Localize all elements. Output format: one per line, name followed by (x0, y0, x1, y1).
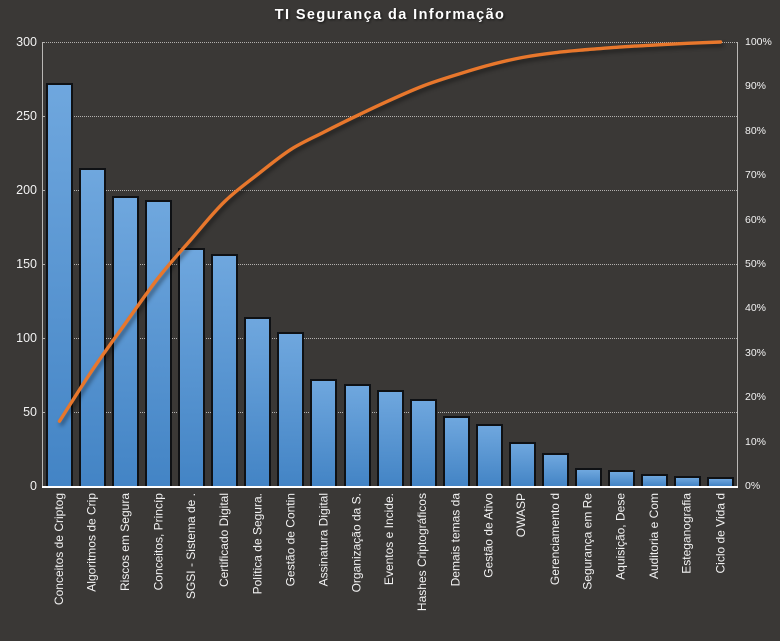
bar[interactable] (541, 453, 569, 486)
x-axis-label: Riscos em Segura (118, 493, 133, 592)
bar[interactable] (574, 468, 602, 486)
y-axis-label-right: 90% (745, 80, 767, 93)
bar[interactable] (277, 332, 305, 486)
cumulative-line[interactable] (57, 40, 723, 423)
bar[interactable] (376, 389, 404, 486)
x-axis-label: Conceitos de Criptog (52, 493, 66, 606)
y-axis-label-right: 0% (745, 480, 761, 492)
gridline (43, 338, 737, 339)
bar[interactable] (508, 441, 536, 486)
bar[interactable] (145, 200, 173, 486)
left-axis-line (42, 42, 43, 486)
x-axis-label: Algoritmos de Crip (85, 493, 100, 592)
y-axis-label-left: 100 (16, 331, 37, 345)
plot-area (43, 40, 737, 486)
cumulative-line-layer (57, 40, 723, 423)
x-axis-label: OWASP (514, 493, 529, 538)
y-axis-label-right: 40% (745, 302, 767, 315)
bar[interactable] (442, 416, 470, 486)
y-axis-label-left: 300 (16, 35, 37, 49)
x-axis-label: Assinatura Digital (316, 493, 331, 587)
y-axis-label-right: 100% (745, 36, 772, 48)
right-axis-line (737, 42, 738, 486)
y-axis-label-left: 200 (16, 183, 37, 197)
x-axis-label: Ciclo de Vida d (713, 493, 727, 574)
x-axis-label: Política de Segura. (250, 493, 265, 595)
x-axis-label: Segurança em Re (580, 493, 595, 590)
x-axis-label: Hashes Criptográficos (415, 493, 430, 612)
bar[interactable] (343, 383, 371, 486)
bar[interactable] (607, 469, 635, 486)
gridline (43, 264, 737, 265)
x-axis-label: SGSI - Sistema de . (184, 493, 199, 600)
y-axis-label-right: 80% (745, 124, 767, 137)
bar[interactable] (310, 379, 338, 486)
y-axis-label-left: 150 (16, 257, 37, 271)
bar[interactable] (673, 475, 701, 486)
bar[interactable] (475, 423, 503, 486)
x-axis-label: Eventos e Incide. (382, 493, 397, 586)
y-axis-label-right: 30% (745, 346, 767, 359)
y-axis-label-left: 250 (16, 109, 37, 123)
bar[interactable] (211, 253, 239, 486)
y-axis-label-right: 20% (745, 391, 767, 404)
bar[interactable] (79, 167, 107, 486)
x-axis-label: Auditoria e Com (646, 493, 661, 580)
x-axis-label: Esteganografia (679, 493, 694, 574)
x-axis-label: Aquisição, Dese (613, 493, 628, 580)
gridline (43, 116, 737, 117)
x-axis-label: Gestão de Ativo (481, 493, 496, 578)
y-axis-label-left: 0 (30, 479, 37, 493)
bar[interactable] (409, 398, 437, 486)
y-axis-label-right: 10% (745, 435, 767, 448)
y-axis-label-right: 50% (745, 258, 767, 270)
x-axis-label: Demais temas da (448, 493, 463, 587)
x-axis-label: Organização da S. (349, 493, 364, 593)
x-axis-baseline (42, 486, 738, 488)
bar[interactable] (244, 317, 272, 486)
gridline (43, 190, 737, 191)
y-axis-label-right: 60% (745, 213, 767, 226)
y-axis-label-left: 50 (23, 405, 37, 419)
x-axis-label: Conceitos, Princíp (151, 493, 166, 591)
bar[interactable] (178, 247, 206, 486)
x-axis-label: Gestão de Contin (283, 493, 298, 587)
chart-title: TI Segurança da Informação (274, 7, 506, 23)
y-axis-label-right: 70% (745, 169, 767, 182)
x-axis-label: Gerenciamento d (547, 493, 562, 586)
bar[interactable] (707, 477, 734, 486)
gridline (43, 42, 737, 43)
x-axis-label: Certificado Digital (217, 493, 232, 588)
bar[interactable] (640, 474, 668, 486)
